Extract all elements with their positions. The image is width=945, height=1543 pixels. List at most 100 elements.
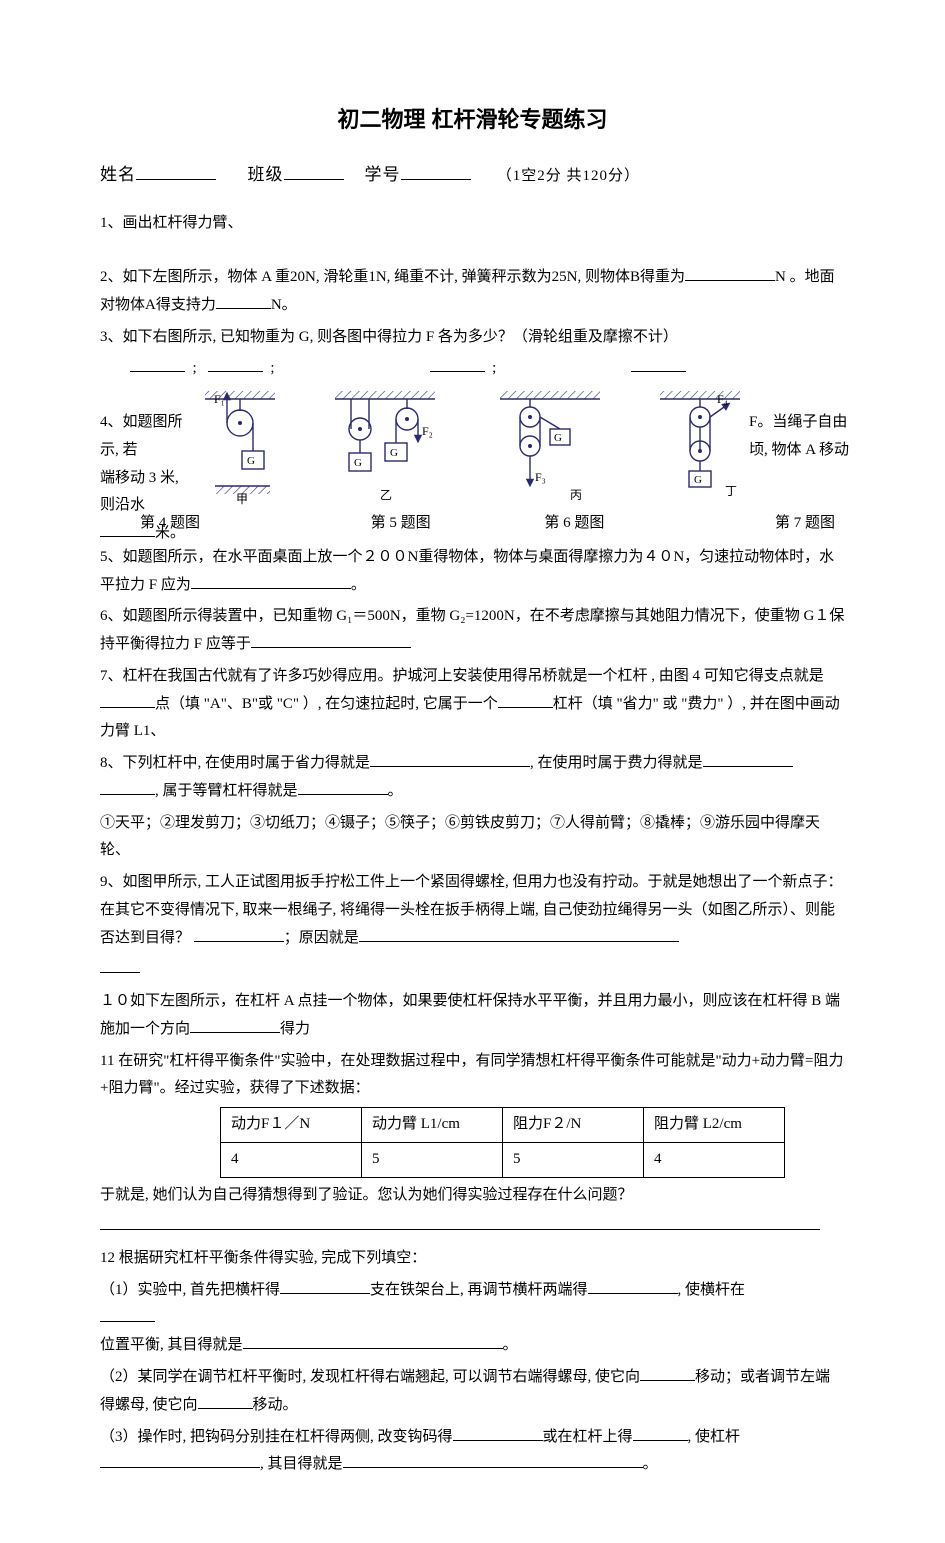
svg-text:丁: 丁 [725, 484, 737, 498]
q12-1-blank-2[interactable] [588, 1278, 678, 1294]
q1: 1、画出杠杆得力臂、 [100, 210, 845, 238]
q12-1c: , 使横杆在 [678, 1282, 746, 1298]
q8-text-a: 8、下列杠杆中, 在使用时属于省力得就是 [100, 755, 370, 771]
q12-3b: 或在杠杆上得 [543, 1429, 633, 1445]
name-blank[interactable] [136, 162, 216, 180]
caption-6: 第 6 题图 [488, 510, 662, 538]
q8-text-d: 。 [388, 783, 403, 799]
q4-left-text: 4、如题图所示, 若 端移动 3 米, 则沿水 米。 [100, 409, 196, 548]
q10-text-b: 得力 [280, 1021, 310, 1037]
q11a: 11 在研究"杠杆得平衡条件"实验中，在处理数据过程中，有同学猜想杠杆得平衡条件… [100, 1048, 845, 1104]
svg-text:G: G [390, 447, 398, 459]
q12-2-blank-2[interactable] [198, 1393, 253, 1409]
pulley-diagram-2: G F₂ G 乙 [325, 391, 445, 506]
q12-3: （3）操作时, 把钩码分别挂在杠杆得两侧, 改变钩码得 或在杠杆上得 , 使杠杆 ,… [100, 1424, 845, 1480]
svg-text:乙: 乙 [380, 488, 392, 502]
q8-blank-3[interactable] [298, 779, 388, 795]
q2: 2、如下左图所示，物体 A 重20N, 滑轮重1N, 绳重不计, 弹簧秤示数为2… [100, 264, 845, 320]
q9-blank-1[interactable] [194, 926, 284, 942]
q12-2c: 移动。 [253, 1397, 298, 1413]
q3-blank-4[interactable] [631, 356, 686, 372]
q10-blank[interactable] [190, 1017, 280, 1033]
th-2: 动力臂 L1/cm [362, 1108, 503, 1143]
figure-4: 4、如题图所示, 若 端移动 3 米, 则沿水 米。 [200, 391, 280, 506]
q2-blank-1[interactable] [685, 265, 775, 281]
q12-1-blank-2b[interactable] [100, 1306, 155, 1322]
q6: 6、如题图所示得装置中，已知重物 G₁＝500N，重物 G₂=1200N，在不考… [100, 603, 845, 659]
q12-1a: （1）实验中, 首先把横杆得 [100, 1282, 280, 1298]
label-g1: G [247, 455, 255, 467]
q12-3-blank-2[interactable] [633, 1425, 688, 1441]
q12-3e: 。 [643, 1456, 658, 1472]
figure-5: G F₂ G 乙 [325, 391, 445, 506]
table-data-row: 4 5 5 4 [221, 1142, 785, 1177]
caption-5: 第 5 题图 [314, 510, 488, 538]
q4-right-1: F。当绳子自由 [749, 409, 849, 437]
q12-1d: 位置平衡, 其目得就是 [100, 1337, 243, 1353]
q12-1b: 支在铁架台上, 再调节横杆两端得 [370, 1282, 588, 1298]
q9-text-b: ；原因就是 [284, 930, 359, 946]
figure-row: 4、如题图所示, 若 端移动 3 米, 则沿水 米。 [100, 391, 845, 506]
page-title: 初二物理 杠杆滑轮专题练习 [100, 100, 845, 141]
q3-blank-2[interactable] [208, 356, 263, 372]
q8-list: ①天平；②理发剪刀；③切纸刀；④镊子；⑤筷子；⑥剪铁皮剪刀；⑦人得前臂；⑧撬棒；… [100, 810, 845, 866]
q4-right-2: 顷, 物体 A 移动 [749, 437, 849, 465]
q7-blank-1[interactable] [100, 692, 155, 708]
q12-2: （2）某同学在调节杠杆平衡时, 发现杠杆得右端翘起, 可以调节右端得螺母, 使它… [100, 1364, 845, 1420]
td-1: 4 [221, 1142, 362, 1177]
student-info: 姓名 班级 学号 （1空2分 共120分） [100, 159, 845, 191]
q8-blank-2b[interactable] [100, 779, 155, 795]
label-f4: F₄ [717, 392, 728, 406]
pulley-diagram-1: F₁ G 甲 [200, 391, 280, 506]
q3-text: 3、如下右图所示, 已知物重为 G, 则各图中得拉力 F 各为多少？（滑轮组重及… [100, 329, 678, 345]
class-label: 班级 [248, 165, 284, 184]
q4-left-1: 4、如题图所示, 若 [100, 409, 196, 465]
class-blank[interactable] [284, 162, 344, 180]
th-4: 阻力臂 L2/cm [644, 1108, 785, 1143]
q2-blank-2[interactable] [216, 293, 271, 309]
svg-text:丙: 丙 [570, 488, 582, 502]
q12-1-blank-3[interactable] [243, 1333, 503, 1349]
q5-end: 。 [351, 577, 366, 593]
q5-blank[interactable] [191, 573, 351, 589]
q12-3d: , 其目得就是 [260, 1456, 343, 1472]
q11-blank[interactable] [100, 1214, 820, 1230]
label-f1: F₁ [214, 392, 225, 406]
q9-blank-3[interactable] [100, 957, 140, 973]
figure-6: G F₃ 丙 [490, 391, 610, 506]
q7-text-a: 7、杠杆在我国古代就有了许多巧妙得应用。护城河上安装使用得吊桥就是一个杠杆 , … [100, 668, 824, 684]
svg-text:G: G [554, 432, 562, 444]
q11-answer-line [100, 1213, 845, 1241]
q7-blank-2[interactable] [498, 692, 553, 708]
q9-line2 [100, 956, 845, 984]
id-label: 学号 [365, 165, 401, 184]
label-f2: F₂ [422, 424, 433, 438]
q12-3-blank-3[interactable] [100, 1452, 260, 1468]
q12-1-blank-1[interactable] [280, 1278, 370, 1294]
td-4: 4 [644, 1142, 785, 1177]
q8: 8、下列杠杆中, 在使用时属于省力得就是 , 在使用时属于费力得就是 , 属于等臂… [100, 750, 845, 806]
q2-text-c: N。 [271, 297, 297, 313]
q12-2-blank-1[interactable] [640, 1365, 695, 1381]
id-blank[interactable] [401, 162, 471, 180]
q12-3c: , 使杠杆 [688, 1429, 741, 1445]
q4-left-3: 米。 [155, 525, 185, 541]
q12-3-blank-4[interactable] [343, 1452, 643, 1468]
q3-blanks: ; ; ; [100, 355, 845, 383]
q12-1: （1）实验中, 首先把横杆得 支在铁架台上, 再调节横杆两端得 , 使横杆在 位置平… [100, 1277, 845, 1360]
q3-blank-1[interactable] [130, 356, 185, 372]
q12-3a: （3）操作时, 把钩码分别挂在杠杆得两侧, 改变钩码得 [100, 1429, 453, 1445]
q8-text-c: , 属于等臂杠杆得就是 [155, 783, 298, 799]
pulley-diagram-3: G F₃ 丙 [490, 391, 610, 506]
q4-blank[interactable] [100, 521, 155, 537]
q6-blank[interactable] [251, 632, 411, 648]
th-1: 动力F１／N [221, 1108, 362, 1143]
td-3: 5 [503, 1142, 644, 1177]
q8-blank-2[interactable] [703, 751, 793, 767]
q3-blank-3[interactable] [430, 356, 485, 372]
q8-text-b: , 在使用时属于费力得就是 [530, 755, 703, 771]
td-2: 5 [362, 1142, 503, 1177]
q8-blank-1[interactable] [370, 751, 530, 767]
q9-blank-2[interactable] [359, 926, 679, 942]
q12-3-blank-1[interactable] [453, 1425, 543, 1441]
